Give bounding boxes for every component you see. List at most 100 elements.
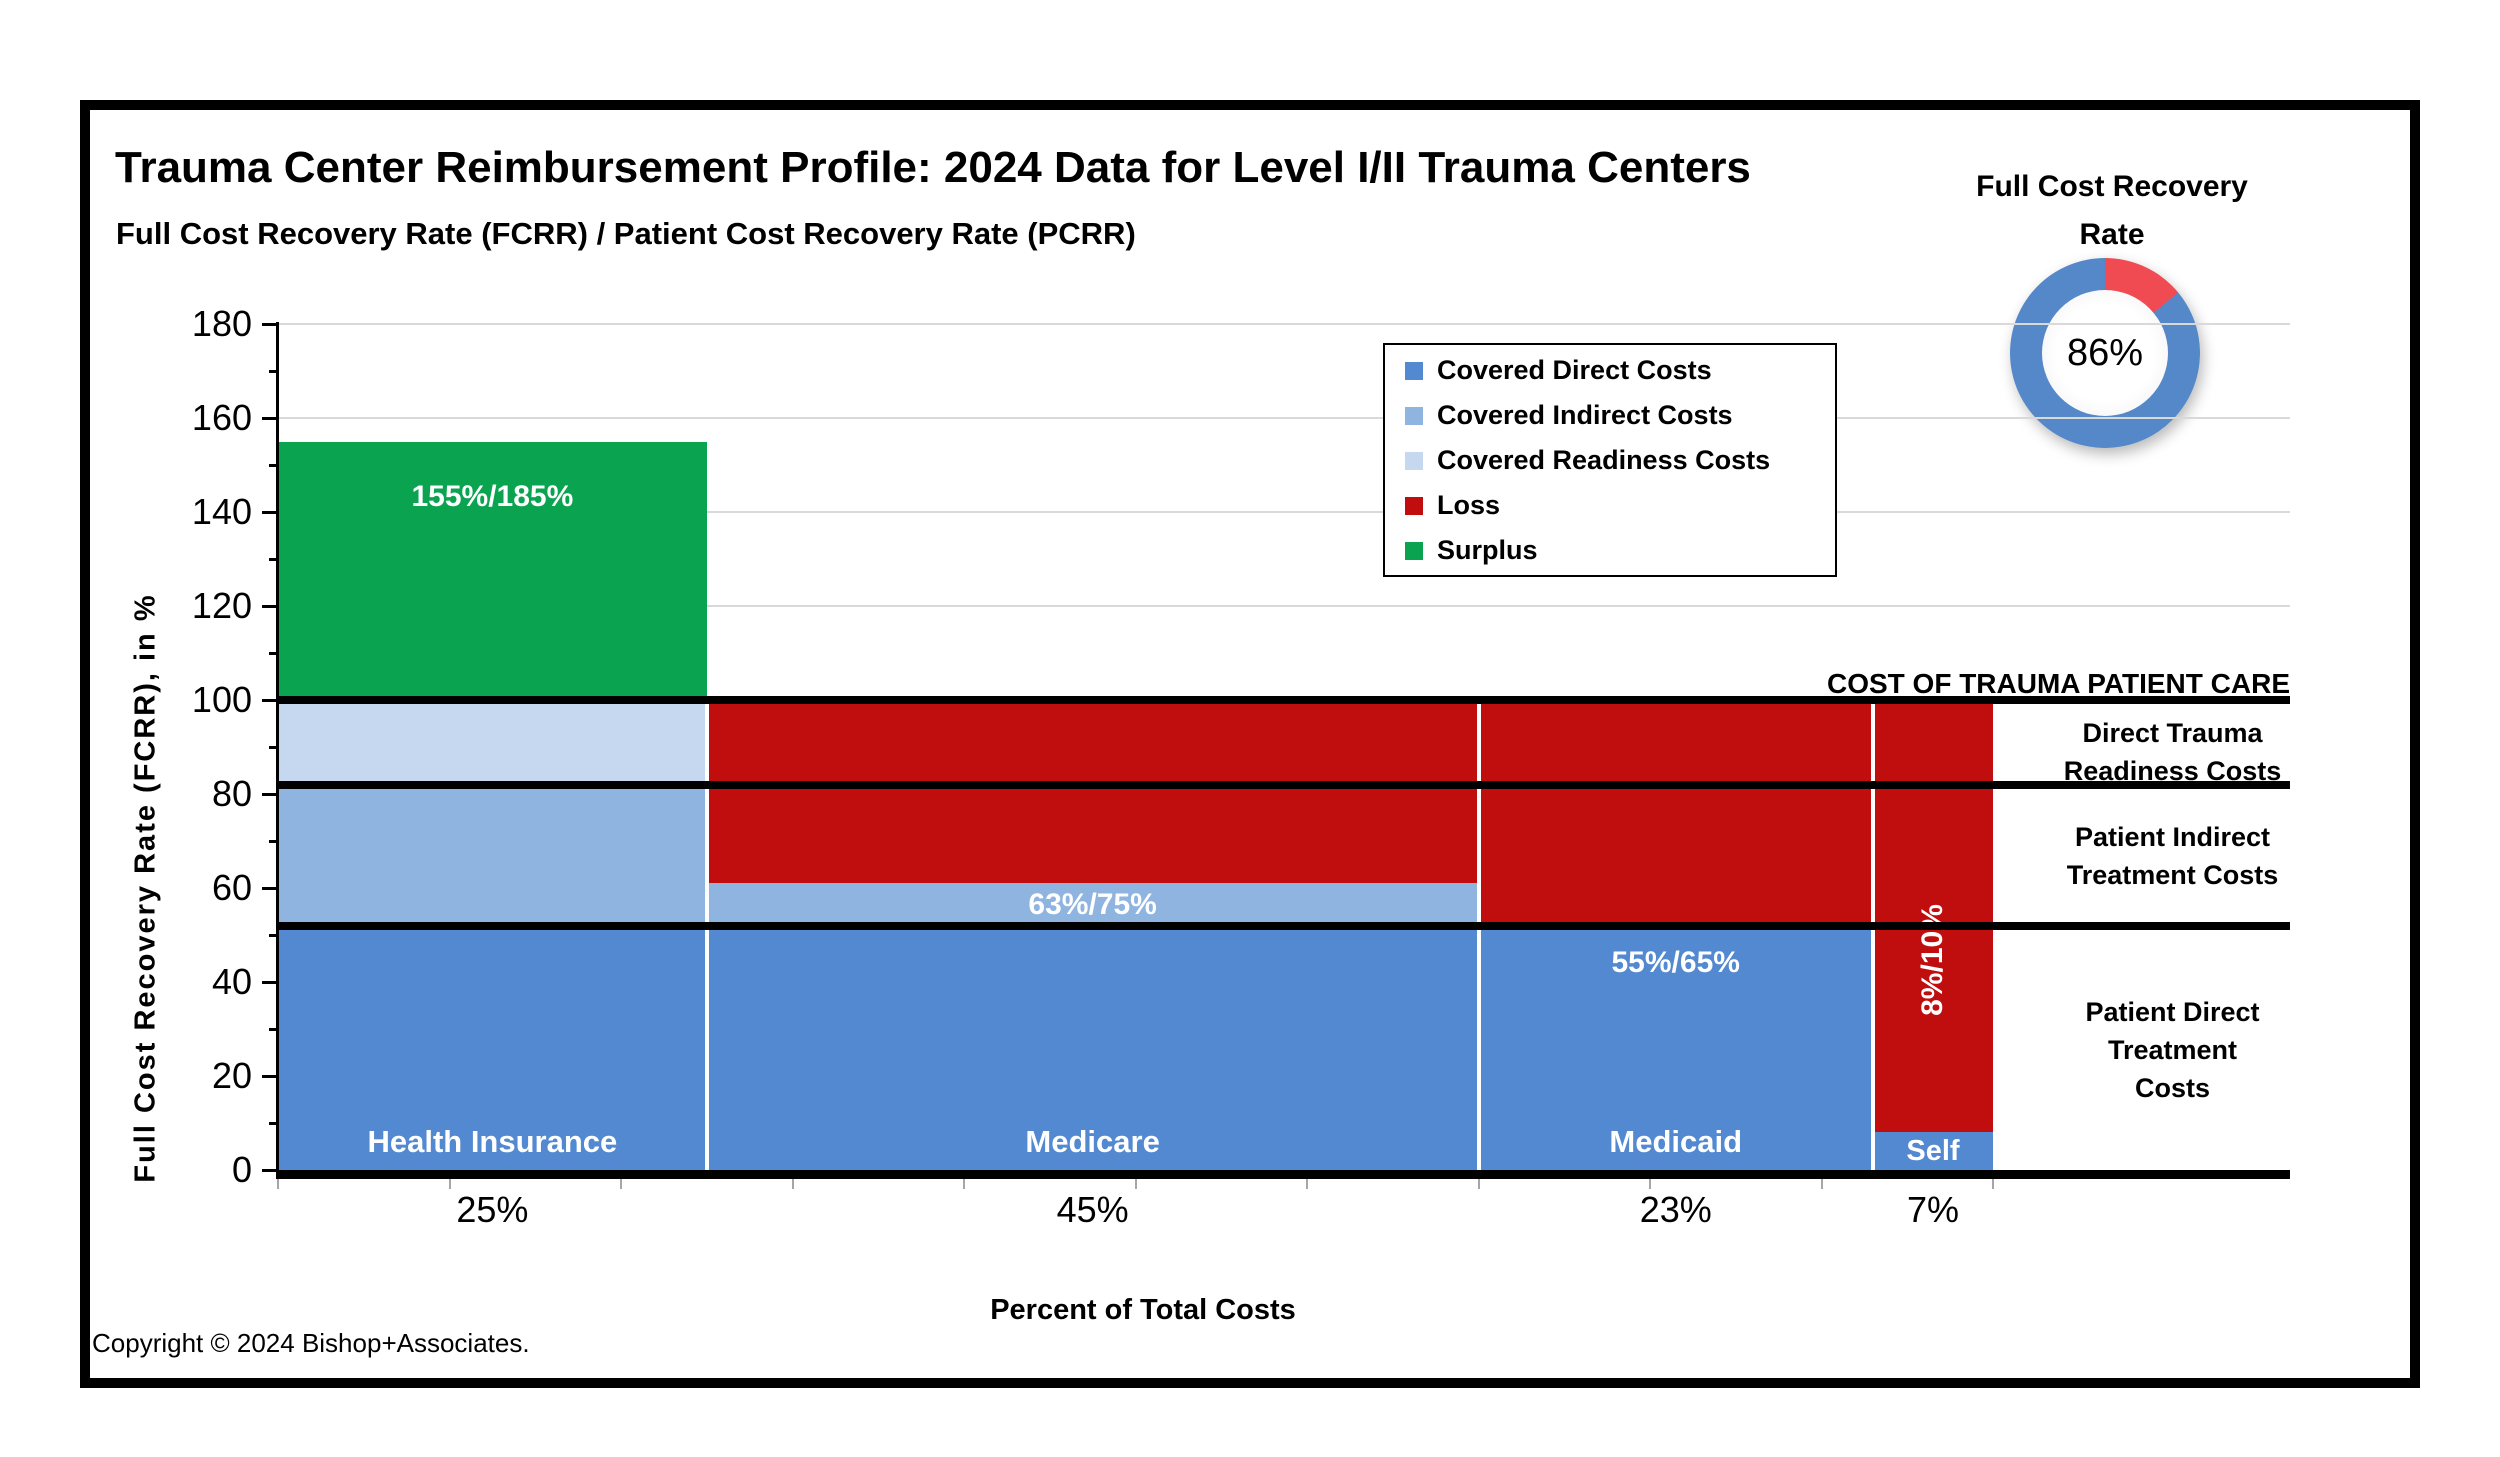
bar-ratio-label: 155%/185% xyxy=(411,480,574,513)
cost-section-direct: Patient Direct Treatment Costs xyxy=(2050,993,2295,1107)
y-axis-major-tick xyxy=(262,323,278,326)
cost-section-label-line: Readiness Costs xyxy=(2063,756,2282,786)
x-axis-tick xyxy=(1134,1179,1137,1189)
gridline xyxy=(278,417,2290,419)
bar-medicare-segment-covered-indirect-costs xyxy=(706,883,1479,926)
cost-section-label-line: Patient Indirect xyxy=(2074,822,2271,852)
y-axis-tick-label: 140 xyxy=(191,491,252,532)
bar-ratio-label: 63%/75% xyxy=(1028,888,1157,921)
x-axis-line xyxy=(278,1170,2290,1179)
legend-box: Covered Direct Costs Covered Indirect Co… xyxy=(1383,343,1837,577)
cost-section-label-line: Patient Direct xyxy=(2085,997,2260,1027)
bar-category-label: Medicaid xyxy=(1609,1124,1743,1159)
y-axis-tick-label: 40 xyxy=(211,961,252,1002)
y-axis-major-tick xyxy=(262,793,278,796)
bar-medicare-segment-covered-direct-costs xyxy=(706,925,1479,1170)
legend-swatch xyxy=(1405,541,1423,560)
bar-medicare-segment-loss xyxy=(706,700,1479,884)
legend-item: Covered Indirect Costs xyxy=(1385,393,1835,438)
y-axis-minor-tick xyxy=(269,464,278,467)
y-axis-tick-label: 0 xyxy=(231,1149,252,1190)
x-category-width-label: 25% xyxy=(456,1189,529,1230)
gridline xyxy=(278,323,2290,325)
y-axis-tick-label: 180 xyxy=(191,303,252,344)
page-title: Trauma Center Reimbursement Profile: 202… xyxy=(115,143,1751,192)
y-axis-major-tick xyxy=(262,699,278,702)
bar-health-insurance-segment-covered-indirect-costs xyxy=(278,784,707,926)
y-axis-minor-tick xyxy=(269,934,278,937)
legend-item: Covered Direct Costs xyxy=(1385,348,1835,393)
y-axis-major-tick xyxy=(262,1169,278,1172)
cost-section-readiness: Direct Trauma Readiness Costs xyxy=(2050,714,2295,790)
legend-item-label: Surplus xyxy=(1437,535,1538,565)
y-axis-minor-tick xyxy=(269,652,278,655)
section-line xyxy=(278,696,2290,704)
x-axis-tick xyxy=(620,1179,622,1189)
bar-self-segment-covered-direct-costs xyxy=(1872,1132,1993,1170)
legend-item: Covered Readiness Costs xyxy=(1385,438,1835,483)
legend-item: Surplus xyxy=(1385,528,1835,573)
cost-section-indirect: Patient Indirect Treatment Costs xyxy=(2050,818,2295,894)
bar-separator xyxy=(1870,700,1875,1170)
y-axis-minor-tick xyxy=(269,370,278,373)
cost-of-care-header: COST OF TRAUMA PATIENT CARE xyxy=(1826,668,2290,699)
x-axis-title: Percent of Total Costs xyxy=(990,1294,1296,1326)
y-axis-tick-label: 60 xyxy=(211,867,252,908)
x-axis-tick xyxy=(963,1179,965,1189)
y-axis-minor-tick xyxy=(269,1028,278,1031)
bar-self-segment-loss xyxy=(1872,700,1993,1133)
x-category-width-label: 45% xyxy=(1056,1189,1129,1230)
legend-item: Loss xyxy=(1385,483,1835,528)
bar-health-insurance-segment-surplus xyxy=(278,441,707,700)
y-axis-major-tick xyxy=(262,417,278,420)
bar-category-label: Health Insurance xyxy=(367,1124,618,1159)
x-axis-tick xyxy=(1477,1179,1480,1189)
x-axis-tick xyxy=(448,1179,451,1189)
y-axis-major-tick xyxy=(262,1075,278,1078)
y-axis-minor-tick xyxy=(269,746,278,749)
donut-hole: 86% xyxy=(2042,290,2168,416)
outer-border-frame xyxy=(80,100,2420,1388)
legend-item-label: Covered Indirect Costs xyxy=(1437,400,1733,430)
legend-swatch xyxy=(1405,361,1423,380)
y-axis-major-tick xyxy=(262,887,278,890)
x-category-width-label: 23% xyxy=(1639,1189,1712,1230)
y-axis-tick-label: 20 xyxy=(211,1055,252,1096)
donut-title-line2: Rate xyxy=(2079,218,2145,251)
bar-separator xyxy=(704,700,709,1170)
bar-medicaid-segment-loss xyxy=(1478,700,1873,926)
section-line xyxy=(278,780,2290,789)
cost-section-label-line: Direct Trauma xyxy=(2082,718,2263,748)
bar-medicaid-segment-covered-direct-costs xyxy=(1478,925,1873,1170)
legend-swatch xyxy=(1405,451,1423,470)
bar-category-label: Self xyxy=(1906,1135,1960,1167)
gridline xyxy=(278,605,2290,607)
x-category-width-label: 7% xyxy=(1906,1189,1959,1230)
y-axis-major-tick xyxy=(262,511,278,514)
x-axis-tick xyxy=(277,1179,279,1189)
legend-item-label: Covered Direct Costs xyxy=(1437,355,1712,385)
y-axis-minor-tick xyxy=(269,558,278,561)
y-axis-tick-label: 100 xyxy=(191,679,252,720)
legend-swatch xyxy=(1405,406,1423,425)
copyright-text: Copyright © 2024 Bishop+Associates. xyxy=(92,1328,530,1358)
x-axis-tick xyxy=(1992,1179,1994,1189)
legend-swatch xyxy=(1405,496,1423,515)
y-axis-tick-label: 160 xyxy=(191,397,252,438)
donut-value-label: 86% xyxy=(2066,331,2144,374)
y-axis-minor-tick xyxy=(269,1122,278,1125)
section-line xyxy=(278,921,2290,930)
x-axis-tick xyxy=(791,1179,794,1189)
y-axis-minor-tick xyxy=(269,840,278,843)
x-axis-tick xyxy=(1649,1179,1651,1189)
legend-item-label: Covered Readiness Costs xyxy=(1437,445,1771,475)
bar-ratio-label: 8%/10% xyxy=(1915,904,1949,1016)
page-subtitle: Full Cost Recovery Rate (FCRR) / Patient… xyxy=(116,216,1136,251)
gridline xyxy=(278,511,2290,513)
bar-category-label: Medicare xyxy=(1025,1124,1160,1159)
bar-health-insurance-segment-covered-readiness-costs xyxy=(278,700,707,785)
y-axis-line xyxy=(276,322,279,1179)
bar-health-insurance-segment-covered-direct-costs xyxy=(278,925,707,1170)
y-axis-major-tick xyxy=(262,981,278,984)
